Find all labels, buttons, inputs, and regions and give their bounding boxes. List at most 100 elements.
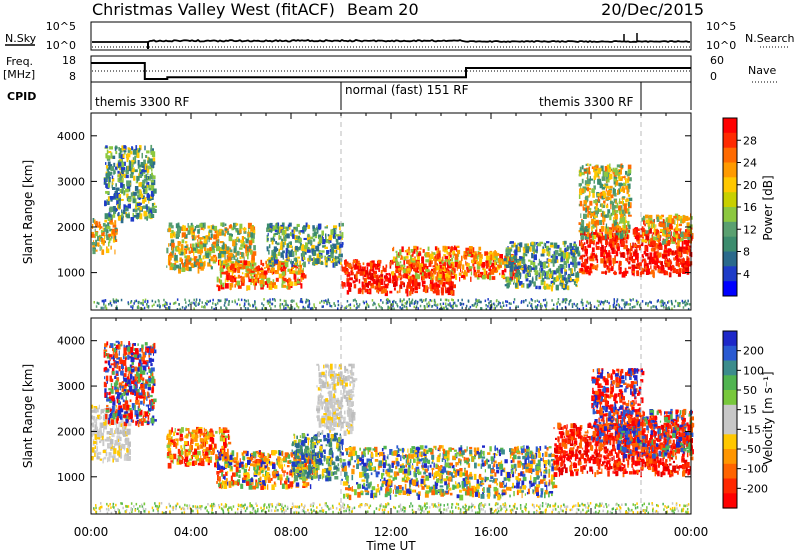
data-cell (193, 256, 198, 259)
data-cell (541, 304, 543, 308)
data-cell (444, 255, 448, 260)
data-cell (111, 228, 115, 235)
data-cell (399, 299, 401, 303)
data-cell (437, 247, 440, 254)
data-cell (683, 248, 687, 254)
data-cell (635, 232, 640, 238)
data-cell (539, 271, 541, 277)
data-cell (415, 274, 418, 279)
nsky-right-tick-top: 10^5 (706, 20, 736, 33)
data-cell (121, 166, 124, 171)
data-cell (288, 222, 292, 227)
data-cell (132, 208, 135, 212)
data-cell (463, 256, 468, 260)
data-cell (622, 299, 625, 302)
data-cell (336, 239, 339, 245)
data-cell (621, 216, 626, 223)
data-cell (509, 306, 511, 310)
data-cell (312, 238, 316, 242)
data-cell (452, 305, 454, 308)
data-cell (579, 240, 581, 247)
data-cell (452, 302, 455, 305)
data-cell (325, 239, 330, 244)
data-cell (239, 251, 241, 255)
data-cell (375, 283, 379, 289)
data-cell (533, 282, 535, 287)
data-cell (405, 270, 410, 274)
data-cell (386, 273, 388, 276)
data-cell (545, 304, 548, 307)
data-cell (596, 211, 598, 217)
data-cell (625, 170, 628, 175)
data-cell (628, 201, 630, 207)
data-cell (687, 299, 689, 303)
data-cell (202, 266, 205, 269)
data-cell (617, 189, 619, 196)
data-cell (229, 233, 232, 237)
data-cell (194, 258, 197, 263)
data-cell (551, 274, 554, 279)
data-cell (557, 265, 561, 272)
data-cell (127, 203, 131, 209)
data-cell (171, 251, 174, 256)
data-cell (429, 260, 432, 266)
data-cell (515, 245, 518, 251)
data-cell (343, 306, 346, 310)
data-cell (586, 231, 589, 237)
data-cell (295, 245, 298, 251)
data-cell (405, 273, 408, 279)
data-cell (123, 145, 126, 149)
data-cell (297, 264, 300, 268)
data-cell (581, 188, 585, 194)
data-cell (462, 302, 465, 306)
data-cell (485, 262, 489, 269)
data-cell (527, 272, 529, 277)
data-cell (456, 304, 458, 308)
data-cell (272, 236, 275, 241)
data-cell (412, 251, 414, 255)
data-cell (128, 188, 131, 192)
data-cell (104, 219, 107, 223)
data-cell (221, 254, 225, 258)
data-cell (146, 168, 150, 173)
data-cell (494, 255, 497, 259)
data-cell (292, 270, 295, 273)
data-cell (553, 277, 556, 281)
data-cell (524, 243, 528, 249)
data-cell (153, 202, 156, 205)
data-cell (118, 162, 122, 167)
data-cell (648, 225, 650, 231)
data-cell (91, 404, 94, 409)
data-cell (589, 241, 594, 245)
data-cell (479, 254, 483, 259)
data-cell (316, 253, 319, 260)
data-cell (263, 270, 268, 275)
data-cell (447, 263, 451, 269)
data-cell (102, 227, 105, 233)
data-cell (123, 433, 126, 437)
data-cell (608, 301, 610, 305)
data-cell (210, 264, 212, 268)
data-cell (620, 178, 623, 181)
data-cell (181, 232, 186, 238)
data-cell (126, 193, 129, 198)
data-cell (630, 299, 632, 302)
data-cell (224, 223, 227, 226)
data-cell (290, 259, 292, 265)
data-cell (645, 301, 647, 305)
data-cell (433, 303, 436, 307)
data-cell (208, 258, 211, 264)
data-cell (411, 289, 414, 295)
data-cell (565, 252, 569, 258)
data-cell (421, 276, 423, 281)
data-cell (190, 229, 193, 234)
data-cell (344, 261, 349, 265)
data-cell (259, 280, 264, 286)
data-cell (301, 269, 304, 274)
data-cell (408, 300, 411, 304)
data-cell (377, 259, 381, 264)
data-cell (562, 298, 564, 301)
data-cell (532, 264, 536, 270)
data-cell (473, 256, 476, 262)
data-cell (109, 302, 112, 305)
